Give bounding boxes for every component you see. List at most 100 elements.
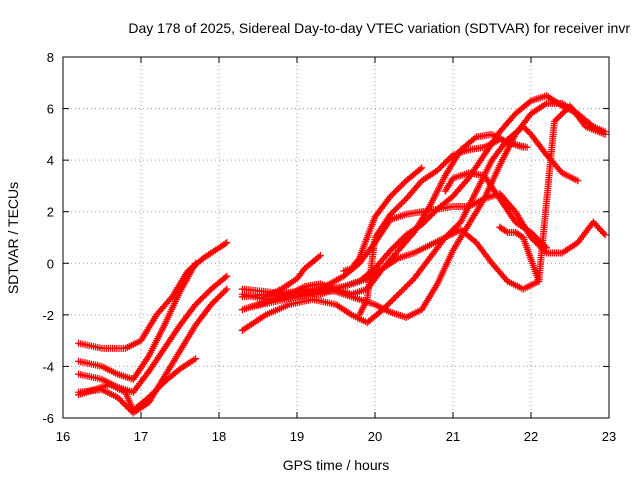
data-point [146,392,154,400]
data-point [315,253,323,261]
plot-frame [62,56,610,419]
y-tick-label: 2 [47,205,54,220]
data-point [429,210,437,218]
data-point [404,281,412,289]
data-point [192,301,200,309]
data-point [198,294,206,302]
data-point [199,293,207,301]
series-track-13 [340,164,426,275]
data-point [396,237,404,245]
data-point [588,121,596,129]
data-point [223,239,231,247]
data-point [223,285,231,293]
data-point [393,292,401,300]
data-point [394,203,402,211]
x-tick-label: 23 [602,429,616,444]
data-point [393,186,401,194]
data-point [390,295,398,303]
data-point [391,242,399,250]
data-point [393,204,401,212]
data-point [438,162,446,170]
data-point [151,387,159,395]
data-point [600,229,608,237]
data-point [398,236,406,244]
data-point [204,288,212,296]
data-point [396,183,404,191]
data-point [441,159,449,167]
series-track-8 [238,123,582,334]
data-point [535,236,543,244]
data-point [430,208,438,216]
data-point [452,223,460,231]
data-point [525,98,533,106]
data-point [446,229,454,237]
data-point [402,282,410,290]
data-point [156,383,164,391]
data-point [471,134,479,142]
data-point [558,110,566,118]
x-tick-label: 22 [524,429,538,444]
data-point [223,272,231,280]
data-point [390,189,398,197]
data-point [437,163,445,171]
chart-title: Day 178 of 2025, Sidereal Day-to-day VTE… [128,20,630,36]
data-point [117,396,125,404]
data-point [121,401,129,409]
data-point [388,245,396,253]
data-point [522,126,530,134]
y-tick-label: 0 [47,256,54,271]
data-point [218,290,226,298]
data-point [416,165,424,173]
data-point [201,291,209,299]
data-point [536,238,544,246]
data-point [154,384,162,392]
data-point [443,157,451,165]
data-point [443,232,451,240]
data-point [399,180,407,188]
data-point [543,244,551,252]
x-tick-label: 21 [446,429,460,444]
data-point [148,390,156,398]
data-point [394,239,402,247]
data-point [401,284,409,292]
data-point [387,210,395,218]
data-point [391,188,399,196]
data-point [399,198,407,206]
data-point [552,116,560,124]
data-point [451,224,459,232]
y-tick-label: 8 [47,50,54,65]
data-point [405,279,413,287]
data-point [383,301,391,309]
data-point [532,233,540,241]
x-tick-label: 19 [290,429,304,444]
x-tick-label: 18 [212,429,226,444]
data-point [207,301,215,309]
data-point [399,286,407,294]
data-point [217,291,225,299]
data-point [391,293,399,301]
data-point [444,230,452,238]
data-point [388,191,396,199]
data-point [396,201,404,209]
data-point [444,156,452,164]
series-track-14 [262,252,324,301]
data-point [390,243,398,251]
data-point [387,298,395,306]
data-point [387,246,395,254]
series-track-5 [75,355,200,414]
data-point [418,164,426,172]
data-point [388,296,396,304]
series-track-12 [355,136,531,319]
series-track-15 [441,169,551,252]
data-point [426,213,434,221]
data-point [529,230,537,238]
y-tick-label: -2 [42,308,54,323]
data-point [398,181,406,189]
data-point [387,192,395,200]
data-point [195,297,203,305]
data-point [435,165,443,173]
data-point [215,293,223,301]
y-tick-label: -6 [42,411,54,426]
data-point [316,252,324,260]
